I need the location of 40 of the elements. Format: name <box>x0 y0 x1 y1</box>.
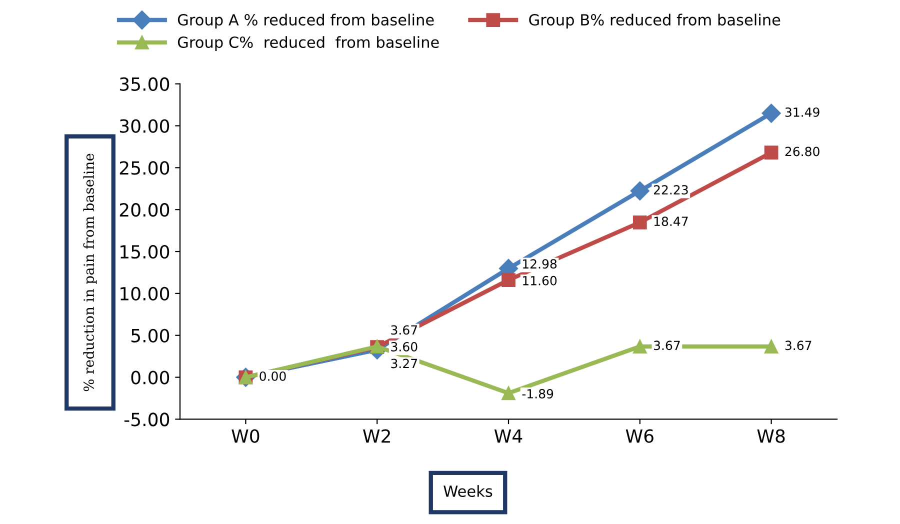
point <box>764 340 778 354</box>
data-label: -1.89 <box>522 389 554 398</box>
y-tick-label: -5.00 <box>124 412 170 426</box>
y-axis-title: % reduction in pain from baseline <box>83 154 97 392</box>
data-label: 3.60 <box>391 342 418 352</box>
data-label: 0.00 <box>260 371 286 381</box>
data-label: 26.80 <box>785 146 820 156</box>
point <box>502 273 516 287</box>
data-label: 12.98 <box>523 259 557 269</box>
point <box>632 340 647 354</box>
y-tick-label: 15.00 <box>120 244 170 259</box>
y-tick-label: 0.00 <box>131 370 170 384</box>
x-axis-title: Weeks <box>444 485 492 497</box>
point <box>762 104 781 123</box>
data-label: 18.47 <box>654 216 688 226</box>
legend-label: Group B% reduced from baseline <box>529 14 780 29</box>
x-tick-label: W4 <box>494 429 522 443</box>
x-tick-label: W2 <box>363 429 390 443</box>
point <box>764 146 778 160</box>
y-tick-label: 30.00 <box>120 119 170 133</box>
x-tick-label: W0 <box>232 429 260 443</box>
data-label: 31.49 <box>785 107 820 117</box>
data-label: 11.60 <box>523 276 557 286</box>
y-tick-label: 35.00 <box>120 77 170 91</box>
point <box>502 386 516 400</box>
data-label: 3.67 <box>654 340 680 350</box>
y-tick-label: 20.00 <box>120 203 170 217</box>
data-label: 3.67 <box>785 340 812 350</box>
data-label: 22.23 <box>654 185 688 195</box>
x-tick-label: W8 <box>757 429 785 443</box>
legend-label: Group A % reduced from baseline <box>178 14 434 29</box>
y-tick-label: 25.00 <box>120 161 170 175</box>
data-label: 3.27 <box>391 358 418 368</box>
legend-label: Group C% reduced from baseline <box>178 36 439 51</box>
y-tick-label: 5.00 <box>131 328 170 342</box>
point <box>630 181 650 200</box>
x-tick-label: W6 <box>626 429 654 443</box>
data-label: 3.67 <box>391 325 418 335</box>
point <box>632 215 647 230</box>
y-tick-label: 10.00 <box>120 286 170 301</box>
